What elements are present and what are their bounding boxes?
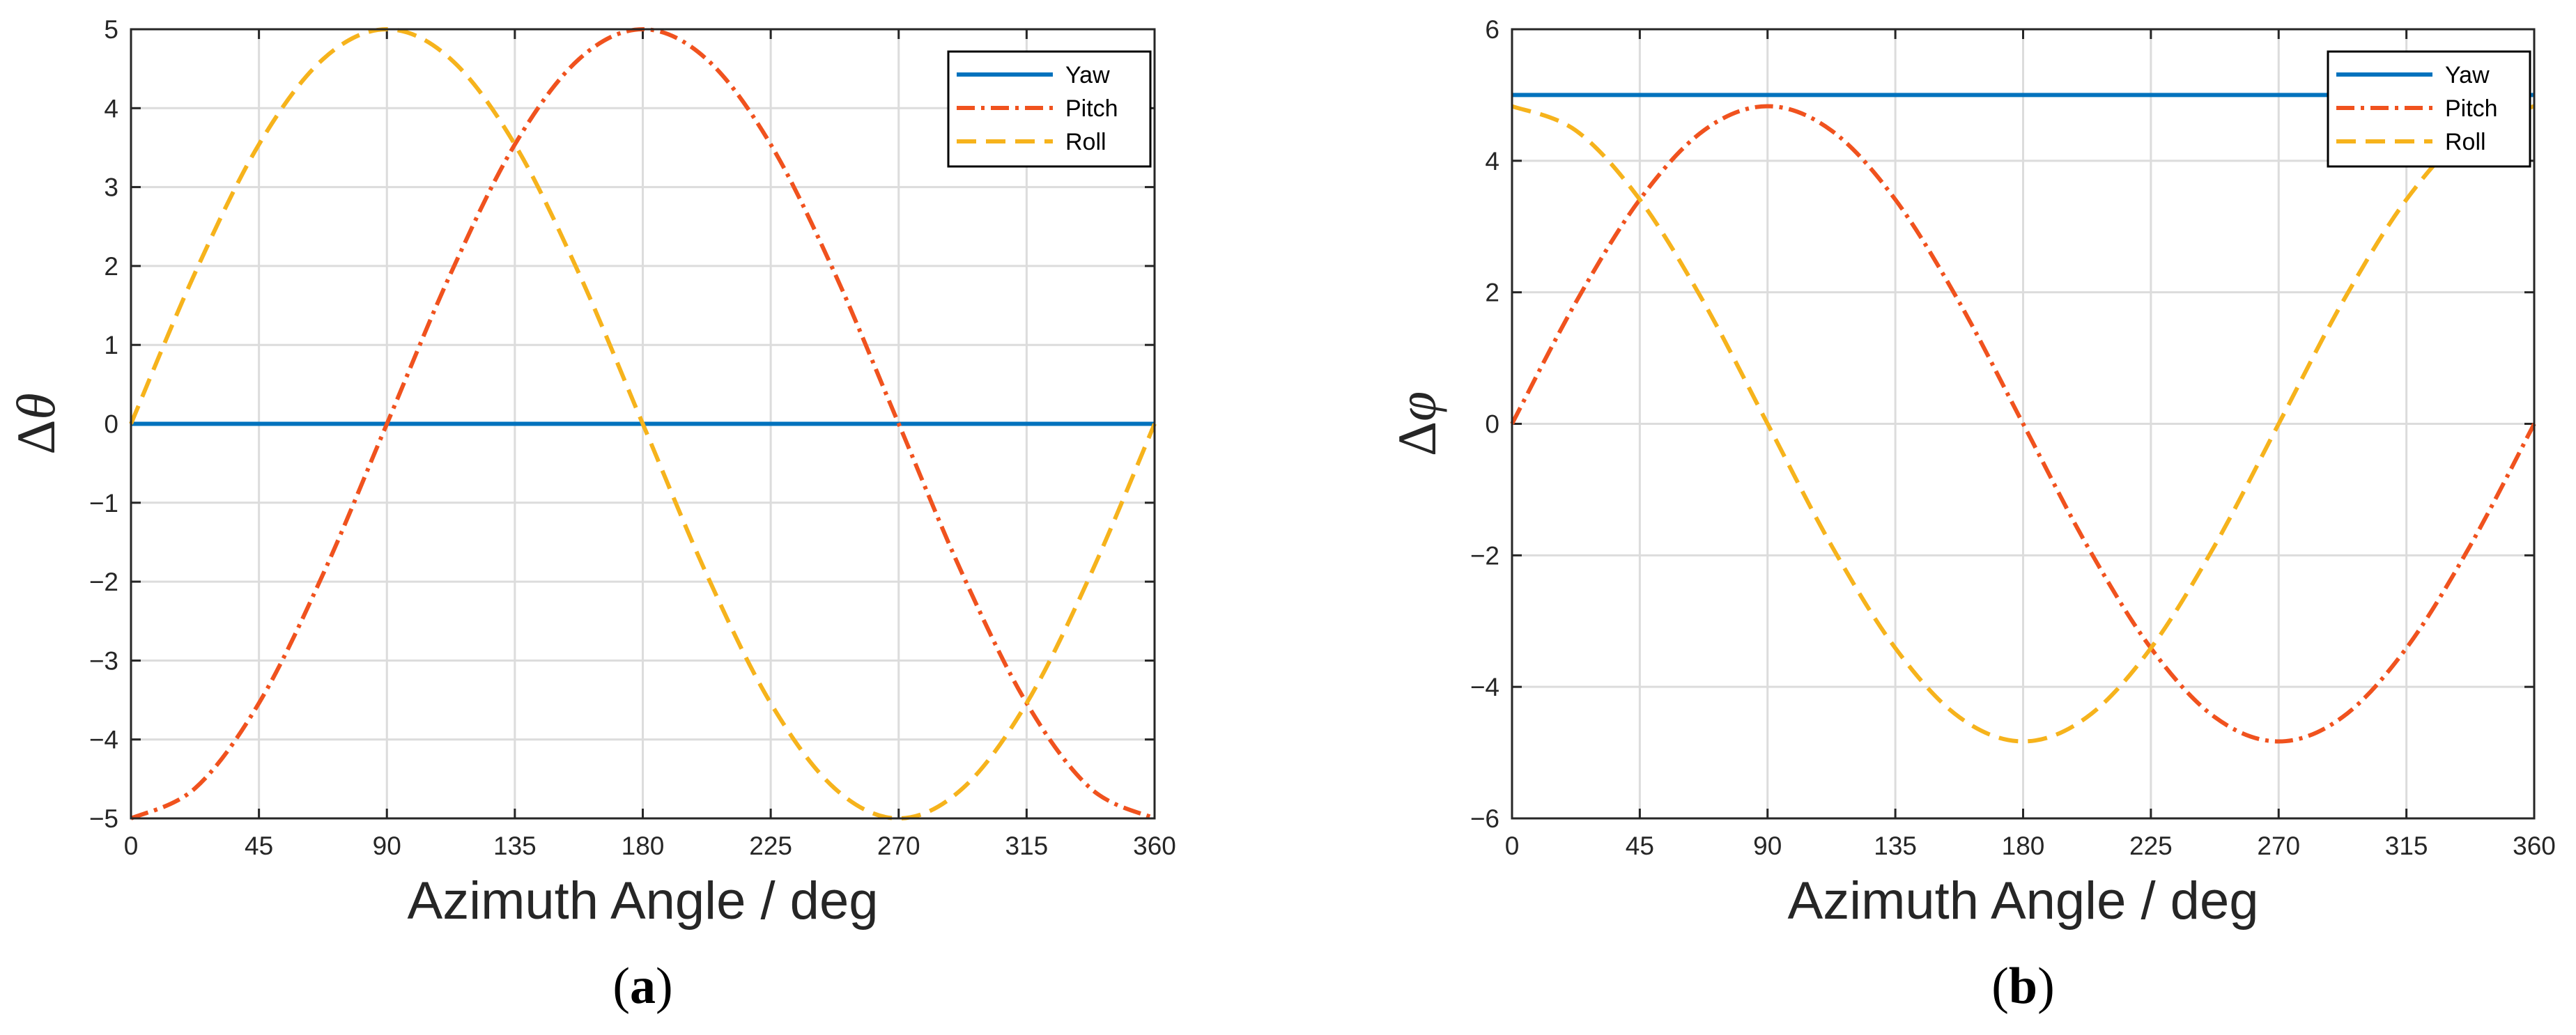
x-tick-label: 315 bbox=[2385, 832, 2428, 860]
y-axis-title-delta: Δ bbox=[1387, 421, 1447, 456]
y-axis-title: Δθ bbox=[6, 393, 66, 455]
x-tick-label: 360 bbox=[1133, 832, 1176, 860]
y-tick-label: −2 bbox=[89, 568, 118, 596]
x-tick-label: 180 bbox=[622, 832, 665, 860]
x-tick-label: 225 bbox=[2129, 832, 2173, 860]
panel-caption: (b) bbox=[1991, 958, 2054, 1015]
x-tick-label: 270 bbox=[877, 832, 920, 860]
y-tick-label: −1 bbox=[89, 489, 118, 518]
y-tick-label: −4 bbox=[1470, 673, 1499, 701]
y-tick-label: 6 bbox=[1485, 15, 1499, 44]
y-axis-title-symbol: θ bbox=[6, 393, 66, 419]
legend-label-roll: Roll bbox=[1065, 129, 1106, 155]
x-tick-label: 90 bbox=[373, 832, 401, 860]
legend-label-pitch: Pitch bbox=[2445, 95, 2498, 122]
y-tick-label: −4 bbox=[89, 726, 118, 754]
y-axis-title-delta: Δ bbox=[6, 420, 66, 455]
caption-letter: b bbox=[2009, 958, 2037, 1015]
caption-open-paren: ( bbox=[612, 958, 630, 1015]
y-tick-label: −5 bbox=[89, 804, 118, 833]
y-tick-label: 2 bbox=[104, 252, 118, 281]
y-tick-label: 2 bbox=[1485, 279, 1499, 307]
caption-open-paren: ( bbox=[1991, 958, 2009, 1015]
x-axis-title: Azimuth Angle / deg bbox=[408, 871, 879, 931]
caption-close-paren: ) bbox=[656, 958, 673, 1015]
y-tick-label: 5 bbox=[104, 15, 118, 44]
x-tick-label: 45 bbox=[1626, 832, 1654, 860]
legend-label-yaw: Yaw bbox=[2445, 62, 2490, 88]
y-tick-label: 4 bbox=[104, 94, 118, 123]
x-tick-label: 0 bbox=[1505, 832, 1520, 860]
caption-letter: a bbox=[630, 958, 656, 1015]
panel-caption: (a) bbox=[612, 958, 672, 1015]
y-tick-label: 1 bbox=[104, 331, 118, 359]
axes-frame bbox=[1511, 28, 2536, 820]
legend-label-pitch: Pitch bbox=[1065, 95, 1118, 122]
y-tick-label: 0 bbox=[1485, 410, 1499, 439]
x-tick-label: 0 bbox=[124, 832, 139, 860]
x-tick-label: 315 bbox=[1005, 832, 1049, 860]
axes-frame bbox=[130, 28, 1156, 820]
series-line-pitch bbox=[1510, 104, 2536, 744]
x-tick-label: 225 bbox=[749, 832, 792, 860]
y-tick-label: −6 bbox=[1470, 804, 1499, 833]
chart-panel-b: 0 45 90 135 180 225 270 315 360 −6 −4 −2 0 2 4 6 Yaw Pitc… bbox=[1387, 15, 2556, 1015]
caption-close-paren: ) bbox=[2037, 958, 2055, 1015]
x-tick-label: 135 bbox=[493, 832, 537, 860]
x-tick-label: 45 bbox=[245, 832, 273, 860]
chart-panel-a: 0 45 90 135 180 225 270 315 360−5−4−3−2−1012345Y… bbox=[6, 15, 1176, 1015]
y-tick-label: 4 bbox=[1485, 147, 1499, 176]
y-tick-label: 0 bbox=[104, 410, 118, 439]
x-tick-label: 90 bbox=[1753, 832, 1782, 860]
series-line-roll bbox=[1511, 104, 2536, 744]
legend-label-roll: Roll bbox=[2445, 129, 2486, 155]
series-line-roll bbox=[129, 27, 1157, 820]
x-tick-label: 360 bbox=[2513, 832, 2556, 860]
y-tick-label: −2 bbox=[1470, 541, 1499, 570]
x-tick-label: 270 bbox=[2257, 832, 2300, 860]
legend-label-yaw: Yaw bbox=[1065, 62, 1110, 88]
x-tick-label: 135 bbox=[1874, 832, 1917, 860]
x-axis-title: Azimuth Angle / deg bbox=[1788, 871, 2259, 931]
y-tick-label: −3 bbox=[89, 646, 118, 675]
y-axis-title: Δφ bbox=[1387, 391, 1447, 456]
y-axis-title-symbol: φ bbox=[1387, 391, 1447, 421]
x-tick-label: 180 bbox=[2002, 832, 2045, 860]
y-tick-label: 3 bbox=[104, 173, 118, 202]
legend: Yaw Pitch Roll bbox=[947, 50, 1152, 168]
legend: Yaw Pitch Roll bbox=[2327, 50, 2531, 168]
